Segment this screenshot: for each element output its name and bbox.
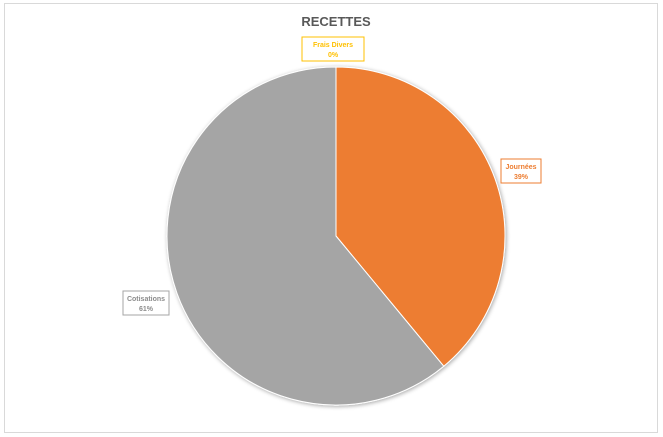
label-journees-name: Journées (505, 164, 536, 171)
data-label-frais-divers: Frais Divers 0% (301, 36, 365, 62)
label-journees-pct: 39% (514, 174, 529, 181)
label-cotisations-pct: 61% (139, 306, 154, 313)
data-label-cotisations: Cotisations 61% (122, 290, 170, 316)
pie-slice-journees (335, 66, 506, 367)
chart-title: RECETTES (301, 14, 371, 29)
label-frais-divers-pct: 0% (328, 52, 339, 59)
label-frais-divers-name: Frais Divers (313, 42, 353, 49)
data-label-journees: Journées 39% (500, 158, 542, 184)
label-cotisations-name: Cotisations (127, 296, 165, 303)
pie-slice-cotisations (166, 66, 445, 406)
